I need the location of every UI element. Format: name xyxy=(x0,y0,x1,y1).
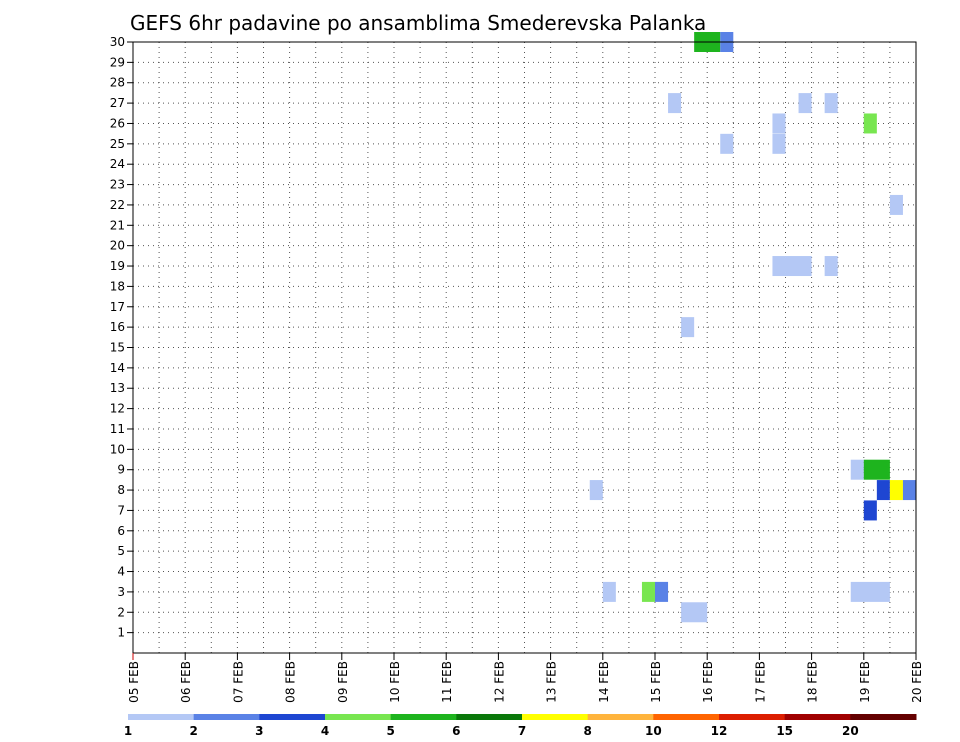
precip-cell xyxy=(668,93,682,114)
x-tick-label: 06 FEB xyxy=(179,661,193,703)
x-tick-label: 14 FEB xyxy=(597,661,611,703)
y-tick-label: 9 xyxy=(117,463,125,477)
legend-swatch xyxy=(128,714,195,720)
y-tick-label: 28 xyxy=(110,76,125,90)
y-tick-label: 20 xyxy=(110,239,125,253)
y-tick-label: 1 xyxy=(117,626,125,640)
precip-cell xyxy=(889,194,903,215)
x-tick-label: 17 FEB xyxy=(753,661,767,703)
legend-swatch xyxy=(653,714,720,720)
x-tick-label: 20 FEB xyxy=(910,661,924,703)
precip-cell xyxy=(876,480,890,501)
precip-cell xyxy=(863,459,890,480)
precip-cell xyxy=(589,480,603,501)
legend-label: 3 xyxy=(255,724,263,738)
precip-cell xyxy=(824,93,838,114)
legend-label: 4 xyxy=(321,724,329,738)
legend-label: 15 xyxy=(776,724,793,738)
y-tick-label: 8 xyxy=(117,483,125,497)
precip-cell xyxy=(655,581,669,602)
x-tick-label: 09 FEB xyxy=(336,661,350,703)
x-tick-label: 05 FEB xyxy=(127,661,141,703)
precip-cell xyxy=(772,256,812,277)
precip-cell xyxy=(863,500,877,521)
y-tick-label: 19 xyxy=(110,259,125,273)
precip-cell xyxy=(641,581,655,602)
x-tick-label: 19 FEB xyxy=(858,661,872,703)
legend-label: 1 xyxy=(124,724,132,738)
precip-cell xyxy=(798,93,812,114)
chart-title: GEFS 6hr padavine po ansamblima Smederev… xyxy=(130,11,706,35)
axes: 1234567891011121314151617181920212223242… xyxy=(110,35,924,703)
x-tick-label: 16 FEB xyxy=(701,661,715,703)
x-tick-label: 07 FEB xyxy=(231,661,245,703)
y-tick-label: 7 xyxy=(117,503,125,517)
legend-swatch xyxy=(522,714,589,720)
y-tick-label: 25 xyxy=(110,137,125,151)
y-tick-label: 24 xyxy=(110,157,125,171)
precip-cell xyxy=(720,133,734,154)
x-tick-label: 15 FEB xyxy=(649,661,663,703)
x-tick-label: 08 FEB xyxy=(284,661,298,703)
x-tick-label: 10 FEB xyxy=(388,661,402,703)
x-tick-label: 18 FEB xyxy=(806,661,820,703)
precip-cell xyxy=(889,480,903,501)
legend-label: 7 xyxy=(518,724,526,738)
precip-cell xyxy=(772,113,786,134)
y-tick-label: 26 xyxy=(110,116,125,130)
precip-cell xyxy=(902,480,916,501)
legend-label: 12 xyxy=(711,724,728,738)
y-tick-label: 21 xyxy=(110,218,125,232)
legend-swatch xyxy=(850,714,917,720)
y-tick-label: 27 xyxy=(110,96,125,110)
y-tick-label: 30 xyxy=(110,35,125,49)
legend-label: 10 xyxy=(645,724,662,738)
legend-swatch xyxy=(259,714,326,720)
x-tick-label: 13 FEB xyxy=(545,661,559,703)
y-tick-label: 23 xyxy=(110,178,125,192)
y-tick-label: 3 xyxy=(117,585,125,599)
legend-label: 20 xyxy=(842,724,859,738)
y-tick-label: 29 xyxy=(110,55,125,69)
legend-swatch xyxy=(193,714,260,720)
grid xyxy=(133,42,916,653)
precip-cell xyxy=(681,602,708,623)
precip-cell xyxy=(850,581,890,602)
legend-swatch xyxy=(325,714,392,720)
y-tick-label: 16 xyxy=(110,320,125,334)
legend: 1 2 3 4 5 6 7 8 10 12 15 20 xyxy=(124,714,917,738)
y-tick-label: 14 xyxy=(110,361,125,375)
y-tick-label: 12 xyxy=(110,402,125,416)
y-tick-label: 4 xyxy=(117,565,125,579)
y-tick-label: 11 xyxy=(110,422,125,436)
precip-cell xyxy=(824,256,838,277)
x-tick-label: 11 FEB xyxy=(440,661,454,703)
legend-swatch xyxy=(784,714,851,720)
legend-label: 5 xyxy=(386,724,394,738)
precip-cell xyxy=(602,581,616,602)
y-tick-label: 22 xyxy=(110,198,125,212)
precip-cell xyxy=(772,133,786,154)
y-tick-label: 10 xyxy=(110,442,125,456)
y-tick-label: 2 xyxy=(117,605,125,619)
legend-swatch xyxy=(456,714,523,720)
legend-label: 6 xyxy=(452,724,460,738)
y-tick-label: 17 xyxy=(110,300,125,314)
precip-cell xyxy=(863,113,877,134)
legend-label: 2 xyxy=(189,724,197,738)
legend-label: 8 xyxy=(583,724,591,738)
legend-swatch xyxy=(719,714,786,720)
y-tick-label: 18 xyxy=(110,279,125,293)
y-tick-label: 15 xyxy=(110,341,125,355)
precip-cell xyxy=(681,317,695,338)
y-tick-label: 6 xyxy=(117,524,125,538)
legend-swatch xyxy=(587,714,654,720)
precip-cell xyxy=(850,459,864,480)
x-tick-label: 12 FEB xyxy=(492,661,506,703)
legend-swatch xyxy=(390,714,457,720)
y-tick-label: 13 xyxy=(110,381,125,395)
y-tick-label: 5 xyxy=(117,544,125,558)
data-cells xyxy=(589,32,916,623)
